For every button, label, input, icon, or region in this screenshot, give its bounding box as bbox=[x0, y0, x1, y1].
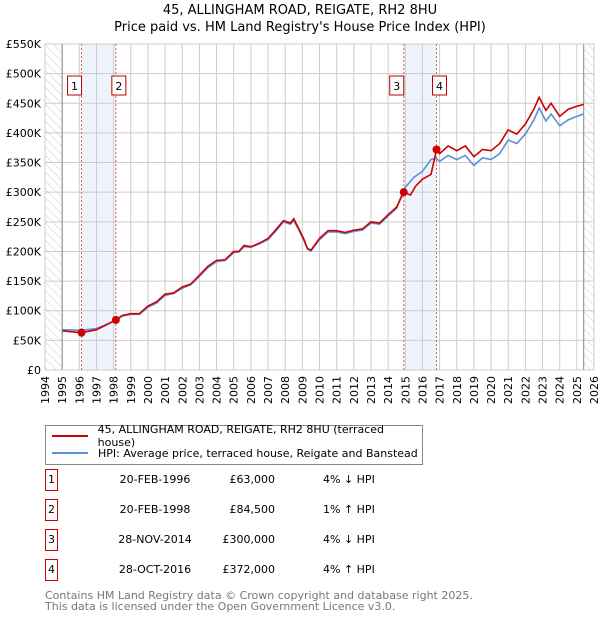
sale-marker-box bbox=[432, 75, 448, 96]
sale-date: 20-FEB-1996 bbox=[119, 473, 191, 486]
x-tick-label: 2018 bbox=[451, 376, 464, 404]
sale-point bbox=[111, 315, 120, 324]
property-price-line bbox=[62, 95, 584, 334]
sale-marker-box bbox=[389, 75, 405, 96]
hpi-line bbox=[62, 106, 584, 332]
sale-date: 28-OCT-2016 bbox=[118, 563, 192, 576]
x-tick-label: 2009 bbox=[296, 376, 309, 404]
shaded-range bbox=[81, 44, 116, 370]
x-tick-label: 2023 bbox=[537, 376, 550, 404]
x-tick-label: 2013 bbox=[365, 376, 378, 404]
sale-hpi-diff: 4% ↓ HPI bbox=[323, 473, 375, 486]
hatched-range bbox=[45, 44, 63, 370]
sale-marker-label: 1 bbox=[71, 80, 78, 93]
sale-point bbox=[399, 188, 408, 197]
hatched-range bbox=[583, 44, 594, 370]
footer-line-1: Contains HM Land Registry data © Crown c… bbox=[45, 589, 473, 602]
sale-marker-label: 3 bbox=[393, 80, 400, 93]
x-tick-label: 2020 bbox=[485, 376, 498, 404]
x-tick-label: 2015 bbox=[399, 376, 412, 404]
x-tick-label: 1998 bbox=[108, 376, 121, 404]
legend-label-property: 45, ALLINGHAM ROAD, REIGATE, RH2 8HU (te… bbox=[97, 423, 385, 449]
x-tick-label: 2000 bbox=[142, 376, 155, 404]
plot-border bbox=[44, 43, 595, 371]
y-tick-label: £50K bbox=[13, 334, 42, 347]
x-tick-label: 2016 bbox=[416, 376, 429, 404]
sale-price: £300,000 bbox=[222, 533, 276, 546]
sale-date: 20-FEB-1998 bbox=[119, 503, 191, 516]
shaded-range bbox=[403, 44, 437, 370]
y-tick-label: £350K bbox=[6, 157, 42, 170]
y-tick-label: £550K bbox=[6, 38, 42, 51]
sale-point bbox=[432, 145, 441, 154]
x-tick-label: 2008 bbox=[279, 376, 292, 404]
footer: Contains HM Land Registry data © Crown c… bbox=[45, 590, 473, 612]
sale-hpi-diff: 4% ↑ HPI bbox=[323, 563, 375, 576]
y-tick-label: £400K bbox=[6, 127, 42, 140]
y-tick-label: £250K bbox=[6, 216, 42, 229]
y-tick-label: £150K bbox=[6, 275, 42, 288]
x-tick-label: 1997 bbox=[90, 376, 103, 404]
x-tick-label: 2005 bbox=[228, 376, 241, 404]
sale-hpi-diff: 4% ↓ HPI bbox=[323, 533, 375, 546]
sale-marker-label: 4 bbox=[436, 80, 443, 93]
sale-hpi-diff: 1% ↑ HPI bbox=[323, 503, 375, 516]
legend: 45, ALLINGHAM ROAD, REIGATE, RH2 8HU (te… bbox=[45, 423, 423, 465]
sale-date: 28-NOV-2014 bbox=[118, 533, 192, 546]
y-tick-label: £0 bbox=[27, 364, 41, 377]
x-tick-label: 2026 bbox=[588, 376, 600, 404]
chart-title: 45, ALLINGHAM ROAD, REIGATE, RH2 8HU bbox=[162, 3, 438, 18]
y-tick-label: £450K bbox=[6, 97, 42, 110]
legend-swatch-property bbox=[52, 435, 88, 437]
chart-subtitle: Price paid vs. HM Land Registry's House … bbox=[114, 20, 486, 35]
sale-marker-label: 4 bbox=[45, 559, 58, 581]
y-tick-label: £100K bbox=[6, 305, 42, 318]
legend-label-hpi: HPI: Average price, terraced house, Reig… bbox=[98, 446, 418, 460]
x-tick-label: 2021 bbox=[502, 376, 515, 404]
x-tick-label: 2010 bbox=[314, 376, 327, 404]
x-tick-label: 2002 bbox=[176, 376, 189, 404]
x-tick-label: 2019 bbox=[468, 376, 481, 404]
y-tick-label: £300K bbox=[6, 186, 42, 199]
x-tick-label: 2007 bbox=[262, 376, 275, 404]
footer-line-2: This data is licensed under the Open Gov… bbox=[45, 600, 396, 613]
sale-marker-label: 2 bbox=[45, 499, 58, 521]
x-tick-label: 2014 bbox=[382, 376, 395, 404]
sale-point bbox=[77, 328, 86, 337]
x-tick-label: 2024 bbox=[554, 376, 567, 404]
x-tick-label: 1995 bbox=[56, 376, 69, 404]
legend-swatch-hpi bbox=[52, 452, 88, 454]
x-tick-label: 2017 bbox=[434, 376, 447, 404]
sale-price: £63,000 bbox=[229, 473, 276, 486]
x-tick-label: 1994 bbox=[39, 376, 52, 404]
x-tick-label: 2012 bbox=[348, 376, 361, 404]
sale-marker-label: 1 bbox=[45, 469, 58, 491]
x-tick-label: 2011 bbox=[331, 376, 344, 404]
x-tick-label: 1996 bbox=[73, 376, 86, 404]
sale-marker-box bbox=[111, 75, 127, 96]
sale-marker-label: 2 bbox=[115, 80, 122, 93]
plot-area: 1994 1995 1996 1997 1998 1999 2000 2001 2002 2003… bbox=[6, 38, 600, 404]
sale-price: £84,500 bbox=[229, 503, 276, 516]
x-tick-label: 2003 bbox=[193, 376, 206, 404]
x-tick-label: 2022 bbox=[519, 376, 532, 404]
x-tick-label: 2004 bbox=[211, 376, 224, 404]
y-tick-label: £200K bbox=[6, 245, 42, 258]
y-tick-label: £500K bbox=[6, 68, 42, 81]
x-tick-label: 1999 bbox=[125, 376, 138, 404]
x-tick-label: 2001 bbox=[159, 376, 172, 404]
sale-marker-label: 3 bbox=[45, 529, 58, 551]
sale-price: £372,000 bbox=[222, 563, 276, 576]
sale-marker-box bbox=[67, 75, 83, 96]
x-tick-label: 2025 bbox=[571, 376, 584, 404]
x-tick-label: 2006 bbox=[245, 376, 258, 404]
